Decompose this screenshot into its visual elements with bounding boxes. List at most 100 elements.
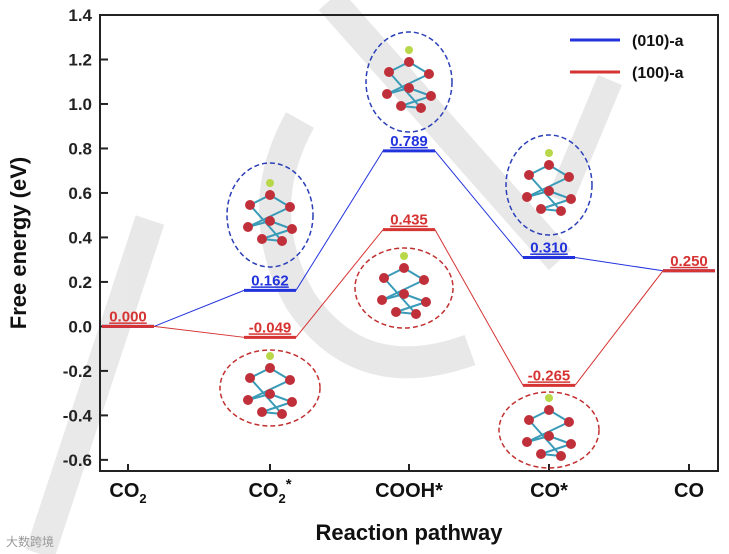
value-label-010a: 0.789 — [390, 133, 428, 150]
structure-atom — [266, 352, 274, 360]
structure-atom — [404, 83, 414, 93]
y-tick-label: -0.4 — [63, 406, 93, 425]
legend: (010)-a (100)-a — [570, 33, 684, 82]
structure-atom — [522, 437, 532, 447]
structure-atom — [566, 439, 576, 449]
watermark-text: 大数跨境 — [6, 535, 55, 549]
x-tick-label: CO2* — [248, 476, 291, 506]
structure-atom — [391, 307, 401, 317]
structure-atom — [416, 103, 426, 113]
structure-atom — [399, 289, 409, 299]
y-tick-label: 0.4 — [68, 228, 92, 247]
legend-label-100a: (100)-a — [632, 65, 684, 82]
structure-atom — [566, 194, 576, 204]
structure-outline — [226, 162, 314, 268]
structure-atom — [277, 236, 287, 246]
structure-atom — [405, 46, 413, 54]
structure-atom — [545, 394, 553, 402]
structure-atom — [265, 190, 275, 200]
connector-100a — [574, 270, 664, 386]
value-label-100a: 0.250 — [670, 253, 708, 270]
structure-atom — [564, 417, 574, 427]
x-tick-label: CO* — [530, 480, 568, 502]
structure-atom — [245, 373, 255, 383]
structure-atom — [556, 451, 566, 461]
connector-010a — [574, 256, 664, 272]
structure-atom — [426, 91, 436, 101]
value-labels: 0.162 0.789 0.310 0.000 -0.049 0.435 -0.265 0.2… — [109, 133, 708, 384]
structure-atom — [265, 389, 275, 399]
structure-atom — [524, 170, 534, 180]
structure-atom — [265, 216, 275, 226]
x-axis-title: Reaction pathway — [315, 520, 503, 545]
structure-atom — [544, 160, 554, 170]
structure-atom — [522, 192, 532, 202]
structure-atom — [379, 273, 389, 283]
structure-atom — [400, 252, 408, 260]
y-tick-label: 0.6 — [68, 184, 92, 203]
structure-outline — [498, 391, 600, 469]
structure-atom — [287, 224, 297, 234]
value-label-100a: -0.049 — [249, 319, 292, 336]
connector-100a — [153, 325, 245, 338]
connector-010a — [295, 150, 384, 291]
structure-atom — [564, 172, 574, 182]
structure-atom — [382, 89, 392, 99]
structure-atom — [404, 57, 414, 67]
connector-100a — [295, 229, 384, 338]
structure-atom — [419, 275, 429, 285]
structure-atom — [396, 101, 406, 111]
structure-outline — [354, 247, 454, 329]
structure-atom — [544, 186, 554, 196]
value-label-010a: 0.162 — [251, 272, 289, 289]
structure-atom — [243, 222, 253, 232]
structure-atom — [545, 149, 553, 157]
energy-levels — [102, 149, 715, 387]
structure-atom — [277, 409, 287, 419]
structure-atom — [544, 431, 554, 441]
connector-010a — [153, 289, 245, 327]
structure-atom — [544, 405, 554, 415]
y-tick-label: 1.2 — [68, 50, 92, 69]
structure-atom — [399, 263, 409, 273]
structure-atom — [536, 204, 546, 214]
value-label-100a: -0.265 — [528, 367, 571, 384]
y-tick-label: -0.2 — [63, 362, 92, 381]
structure-outline — [505, 134, 593, 236]
structure-atom — [243, 395, 253, 405]
connector-010a — [434, 150, 524, 258]
structure-atom — [384, 67, 394, 77]
y-tick-label: 0.2 — [68, 273, 92, 292]
structure-atom — [266, 179, 274, 187]
y-tick-label: -0.6 — [63, 451, 92, 470]
x-tick-label: COOH* — [375, 480, 443, 502]
structure-atom — [287, 397, 297, 407]
structure-atom — [257, 234, 267, 244]
value-label-100a: 0.000 — [109, 308, 147, 325]
structure-atom — [245, 200, 255, 210]
x-axis-ticks: CO2 CO2* COOH* CO* CO — [109, 464, 704, 506]
structure-atom — [257, 407, 267, 417]
structure-atom — [556, 206, 566, 216]
y-tick-label: 1.0 — [68, 95, 92, 114]
structure-atom — [524, 415, 534, 425]
x-tick-label: CO — [674, 480, 704, 502]
structure-outline — [219, 349, 321, 427]
connector-100a — [434, 229, 524, 386]
structure-atom — [377, 295, 387, 305]
structure-illustrations — [219, 31, 600, 469]
structure-atom — [265, 363, 275, 373]
value-label-100a: 0.435 — [390, 212, 428, 229]
connector-lines — [153, 150, 664, 386]
structure-atom — [285, 202, 295, 212]
y-axis-title: Free energy (eV) — [6, 157, 31, 329]
structure-atom — [411, 309, 421, 319]
structure-atom — [285, 375, 295, 385]
legend-label-010a: (010)-a — [632, 33, 684, 50]
x-tick-label: CO2 — [109, 480, 146, 506]
structure-outline — [365, 31, 453, 133]
y-axis-ticks: -0.6 -0.4 -0.2 0.0 0.2 0.4 0.6 0.8 1.0 1.2 1.4 — [63, 6, 108, 470]
y-tick-label: 0.0 — [68, 317, 92, 336]
y-tick-label: 1.4 — [68, 6, 92, 25]
